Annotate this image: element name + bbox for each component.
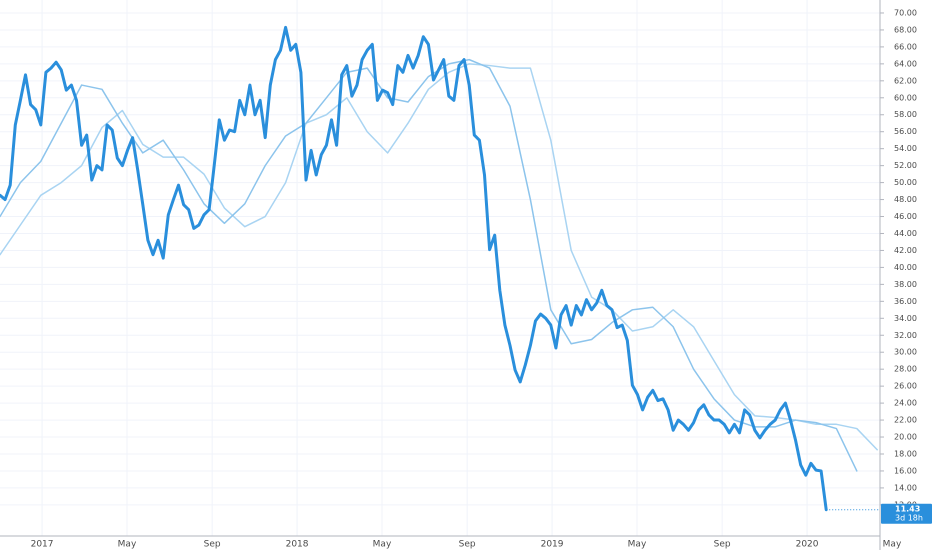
y-tick-label: 44.00 — [894, 229, 917, 238]
countdown-label: 3d 18h — [895, 514, 923, 523]
series-line — [0, 63, 878, 451]
y-tick-label: 48.00 — [894, 195, 917, 204]
series-line — [0, 25, 828, 512]
y-tick-label: 60.00 — [894, 93, 917, 102]
y-tick-label: 28.00 — [894, 365, 917, 374]
x-tick-label: May — [118, 540, 137, 550]
y-tick-label: 26.00 — [894, 382, 917, 391]
y-tick-label: 66.00 — [894, 42, 917, 51]
y-tick-label: 34.00 — [894, 314, 917, 323]
y-tick-label: 14.00 — [894, 483, 917, 492]
x-tick-label: 2017 — [31, 540, 54, 550]
price-axis-panel — [880, 0, 932, 550]
last-price-box — [881, 503, 932, 524]
x-tick-label: May — [883, 540, 902, 550]
y-tick-label: 56.00 — [894, 127, 917, 136]
x-tick-label: 2018 — [286, 540, 309, 550]
x-tick-label: Sep — [459, 540, 476, 550]
axes: 12.0014.0016.0018.0020.0022.0024.0026.00… — [31, 8, 932, 550]
y-tick-label: 54.00 — [894, 144, 917, 153]
y-tick-label: 70.00 — [894, 8, 917, 17]
y-tick-label: 68.00 — [894, 25, 917, 34]
y-tick-label: 46.00 — [894, 212, 917, 221]
y-tick-label: 40.00 — [894, 263, 917, 272]
y-tick-label: 50.00 — [894, 178, 917, 187]
y-tick-label: 64.00 — [894, 59, 917, 68]
y-tick-label: 24.00 — [894, 399, 917, 408]
time-axis-panel — [0, 536, 880, 550]
y-tick-label: 20.00 — [894, 433, 917, 442]
x-tick-label: 2020 — [796, 540, 819, 550]
y-tick-label: 62.00 — [894, 76, 917, 85]
x-tick-label: Sep — [714, 540, 731, 550]
y-tick-label: 16.00 — [894, 466, 917, 475]
series-line — [0, 58, 858, 472]
plot — [0, 25, 880, 512]
x-tick-label: May — [373, 540, 392, 550]
x-tick-label: 2019 — [541, 540, 564, 550]
grid — [0, 0, 893, 536]
y-tick-label: 18.00 — [894, 449, 917, 458]
y-tick-label: 38.00 — [894, 280, 917, 289]
y-tick-label: 52.00 — [894, 161, 917, 170]
y-tick-label: 36.00 — [894, 297, 917, 306]
y-tick-label: 42.00 — [894, 246, 917, 255]
y-tick-label: 30.00 — [894, 348, 917, 357]
y-tick-label: 32.00 — [894, 331, 917, 340]
y-tick-label: 22.00 — [894, 416, 917, 425]
x-tick-label: May — [628, 540, 647, 550]
x-tick-label: Sep — [204, 540, 221, 550]
y-tick-label: 58.00 — [894, 110, 917, 119]
last-price-label: 11.43 — [895, 505, 920, 514]
